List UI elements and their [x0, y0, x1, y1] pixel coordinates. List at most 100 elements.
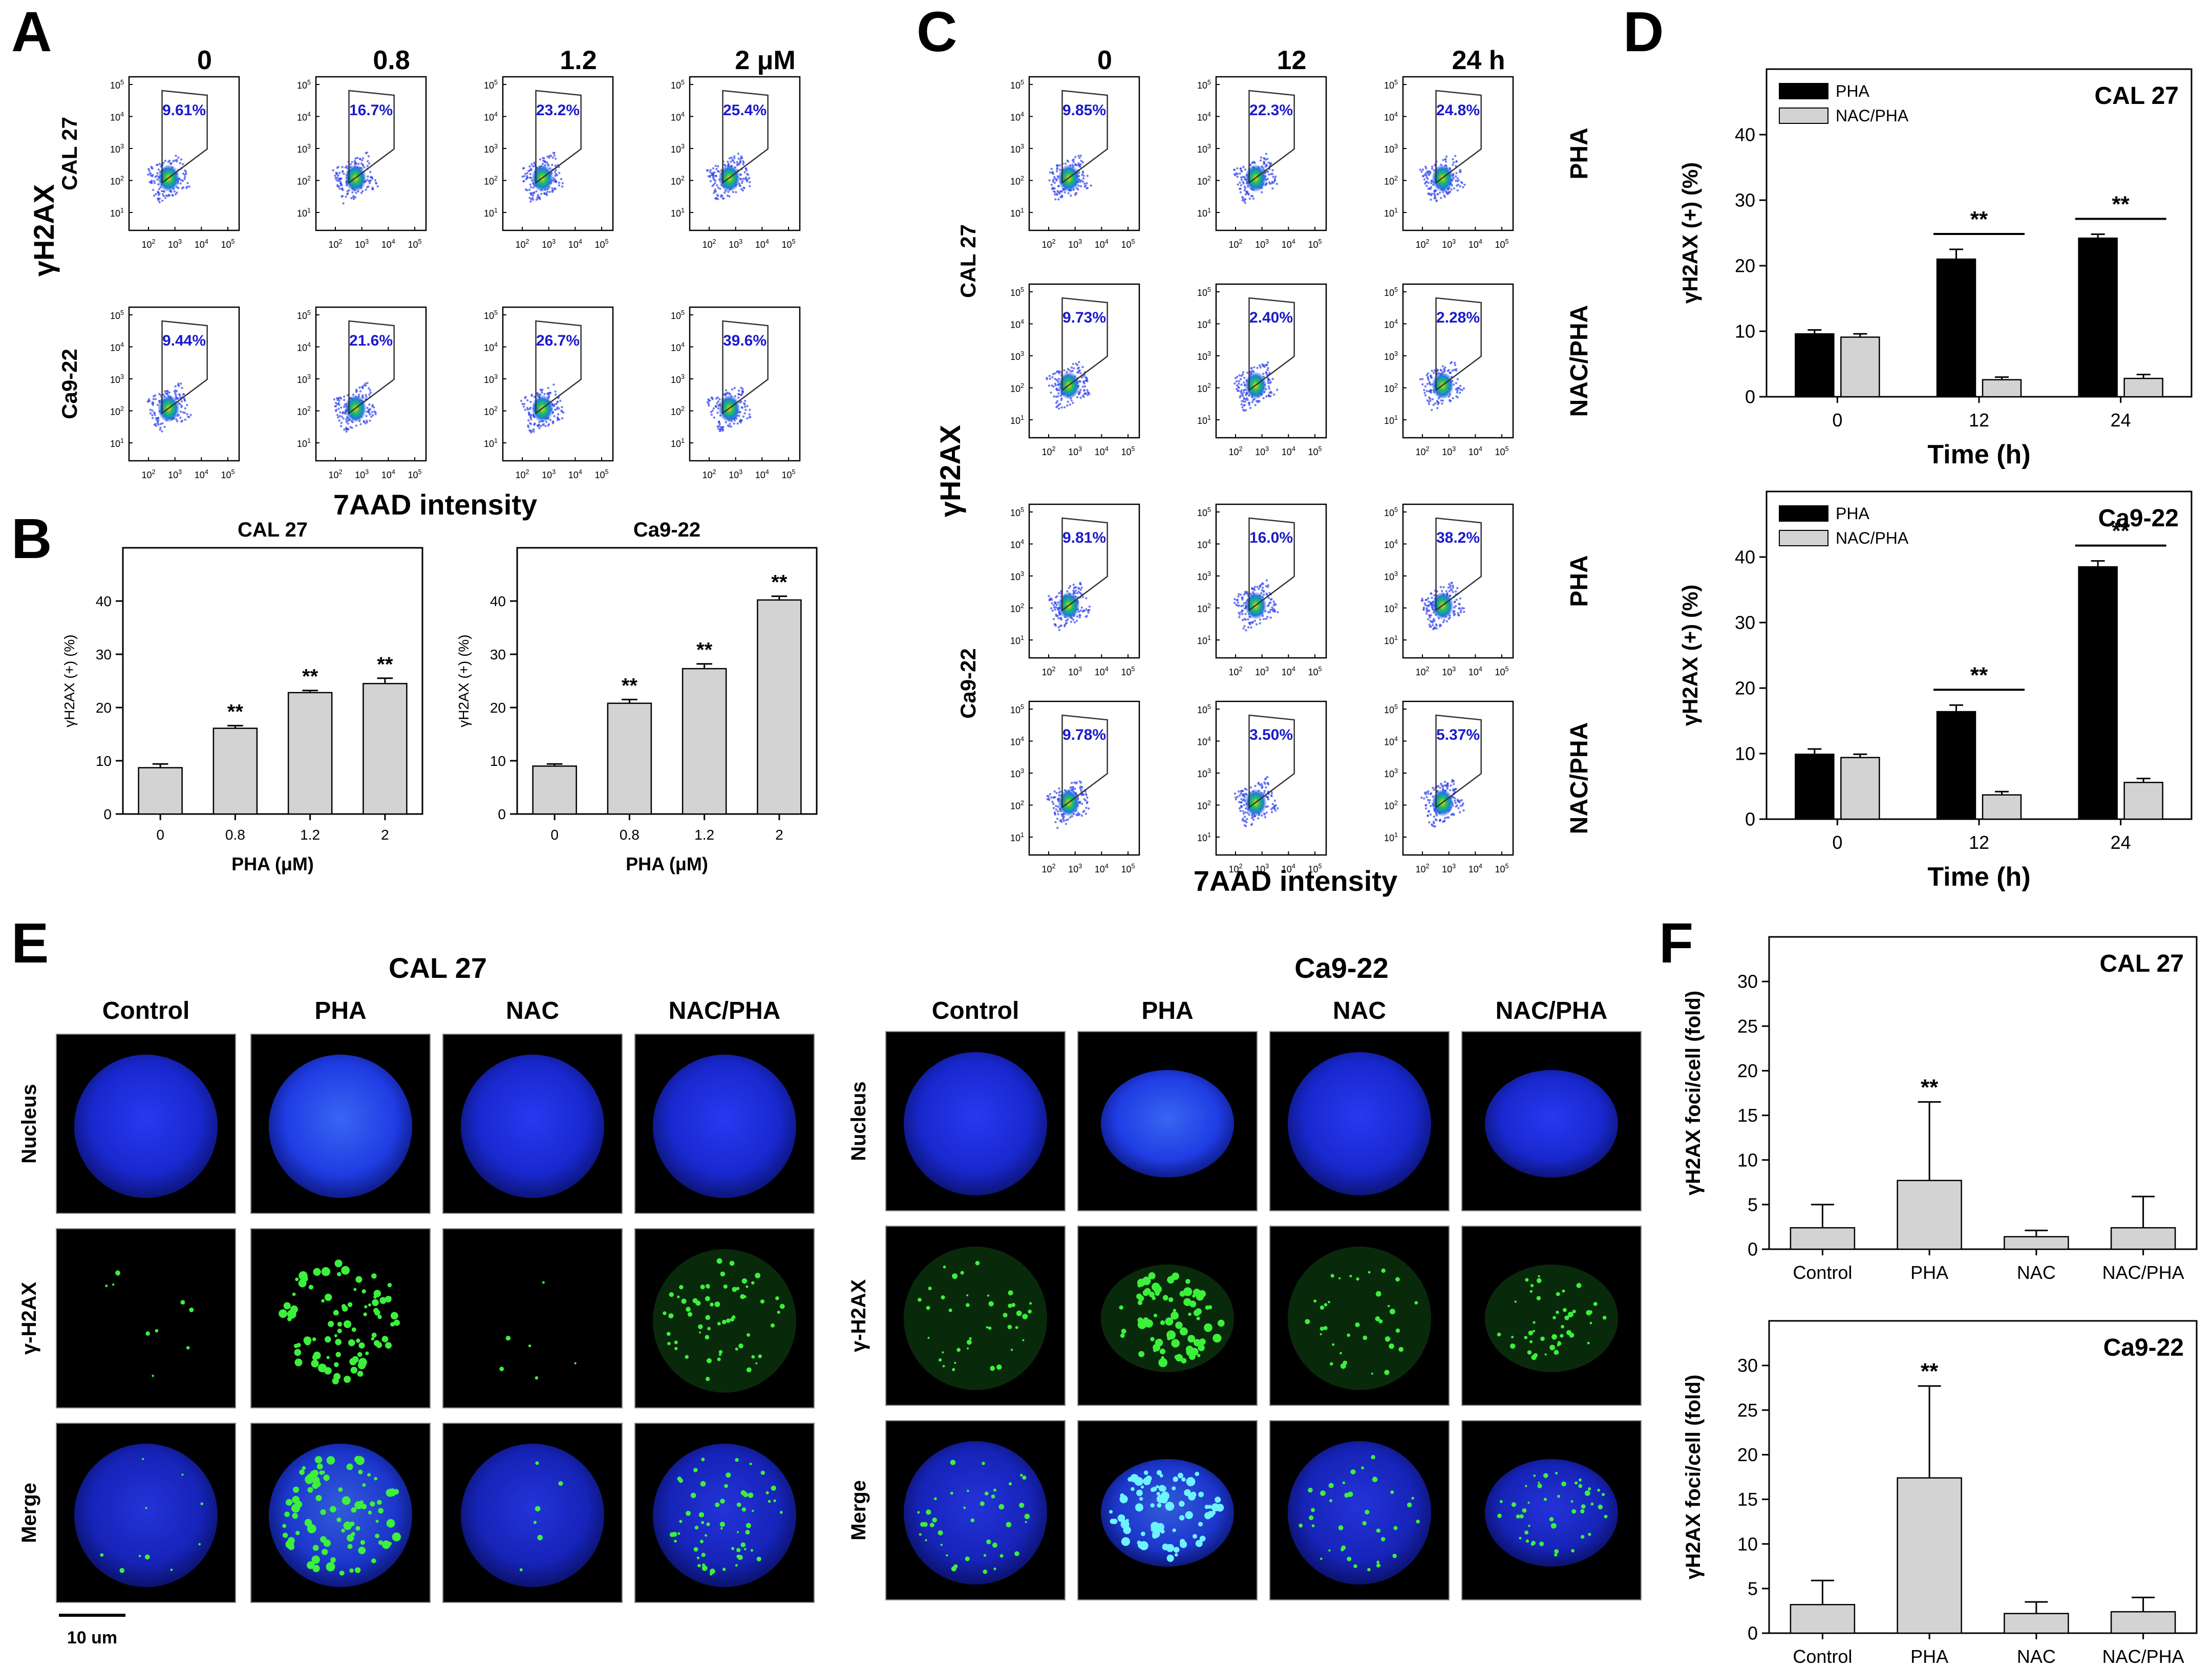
panel-c-plot-event — [1456, 177, 1459, 180]
panel-c-plot-event — [1440, 369, 1442, 372]
panel-c-plot-event — [1052, 618, 1055, 620]
panel-a-plot-y-tick: 104 — [484, 341, 498, 353]
panel-a-plot-event — [364, 384, 367, 387]
panel-a-plot-event — [710, 411, 712, 413]
panel-a-plot-y-tick: 103 — [110, 373, 124, 385]
panel-c-plot-event — [1261, 582, 1264, 585]
h2ax-focus — [700, 1285, 705, 1290]
h2ax-focus — [333, 1310, 339, 1316]
panel-c-plot-x-tick: 103 — [1068, 238, 1082, 250]
h2ax-focus — [998, 1504, 1005, 1510]
panel-a-plot-event — [522, 167, 524, 170]
panel-c-plot-event — [1083, 182, 1086, 185]
panel-c-plot-event — [1442, 368, 1445, 371]
panel-c-plot-event — [1082, 395, 1085, 398]
panel-a-plot-event — [530, 429, 533, 432]
panel-c-plot-event — [1424, 807, 1428, 810]
panel-c-plot-event — [1246, 190, 1249, 193]
panel-c-plot-event — [1072, 786, 1075, 788]
panel-c-plot-event — [1244, 613, 1247, 615]
h2ax-focus — [371, 1558, 376, 1564]
panel-a-plot-event — [544, 192, 547, 195]
panel-a-plot-event — [174, 193, 177, 196]
h2ax-focus — [1019, 1503, 1025, 1508]
y-tick-label: 10 — [1737, 1149, 1758, 1170]
h2ax-focus — [1549, 1517, 1554, 1522]
h2ax-focus — [735, 1347, 738, 1351]
h2ax-focus — [698, 1331, 701, 1334]
panel-c-plot-x-tick: 103 — [1068, 445, 1082, 457]
panel-a-plot-x-tick: 104 — [195, 468, 208, 480]
panel-c-plot-x-tick: 103 — [1255, 863, 1269, 874]
x-tick-label: Control — [1793, 1262, 1852, 1283]
panel-a-plot-event — [179, 410, 182, 413]
panel-c-plot-event — [1072, 589, 1075, 592]
panel-c-plot-y-tick: 104 — [1010, 538, 1024, 550]
y-axis-label: γH2AX (+) (%) — [61, 634, 77, 727]
panel-a-plot-event — [742, 163, 745, 166]
panel-a-plot-frame — [128, 306, 240, 462]
h2ax-focus — [330, 1506, 336, 1513]
y-tick-label: 30 — [1737, 971, 1758, 992]
panel-c-plot-gate-percent: 9.81% — [1062, 529, 1106, 546]
panel-c-plot-y-tick: 101 — [1384, 207, 1398, 219]
panel-c-plot-event — [1259, 159, 1262, 162]
panel-c-plot-event — [1460, 181, 1463, 183]
panel-a-plot-event — [713, 191, 715, 195]
panel-c-plot-event — [1447, 782, 1449, 785]
h2ax-focus — [1329, 1499, 1333, 1503]
panel-c-plot-event — [1085, 608, 1088, 611]
h2ax-focus — [1353, 1564, 1357, 1568]
h2ax-focus — [1330, 1274, 1334, 1278]
panel-c-plot-event — [1238, 616, 1241, 618]
panel-a-plot-event — [718, 423, 721, 425]
panel-c-plot-event — [1076, 615, 1079, 618]
h2ax-focus — [1185, 1279, 1190, 1284]
panel-a-plot-y-tick: 102 — [297, 405, 311, 417]
panel-a-plot-event — [373, 406, 375, 409]
panel-c-plot-event — [1056, 395, 1059, 398]
h2ax-focus — [692, 1298, 698, 1303]
panel-a-column-header: 0.8 — [373, 46, 410, 75]
panel-a-plot-event — [184, 418, 187, 421]
h2ax-focus — [1166, 1544, 1175, 1552]
h2ax-focus — [304, 1518, 312, 1527]
y-tick-label: 30 — [96, 647, 112, 662]
h2ax-focus — [385, 1296, 392, 1303]
h2ax-focus — [1196, 1293, 1204, 1301]
h2ax-focus — [715, 1502, 720, 1507]
x-tick-label: 2 — [775, 827, 783, 843]
panel-c-plot-event — [1055, 606, 1057, 608]
panel-a-plot-y-tick: 105 — [671, 309, 685, 321]
panel-a-plot-gate — [535, 90, 582, 184]
h2ax-focus — [302, 1466, 306, 1470]
panel-a-plot-event — [165, 194, 167, 197]
h2ax-focus — [1179, 1515, 1185, 1521]
panel-a-plot-event — [154, 394, 157, 397]
h2ax-focus — [1142, 1276, 1151, 1286]
panel-c-plot-event — [1439, 786, 1441, 789]
h2ax-focus — [1207, 1511, 1214, 1518]
panel-a-plot-event — [185, 173, 187, 175]
panel-c-plot-x-tick: 102 — [1415, 666, 1429, 677]
h2ax-focus — [299, 1271, 308, 1280]
panel-a-plot-event — [174, 159, 176, 162]
panel-a-plot-y-tick: 102 — [484, 405, 498, 417]
panel-a-plot-event — [353, 160, 356, 162]
panel-a-plot-event — [179, 416, 182, 419]
h2ax-focus — [704, 1534, 707, 1537]
panel-c-plot-event — [1456, 587, 1459, 589]
h2ax-focus — [337, 1329, 342, 1334]
panel-c-plot-x-tick: 105 — [1308, 666, 1322, 677]
panel-c-plot-event — [1256, 586, 1259, 588]
h2ax-focus — [1525, 1539, 1529, 1543]
h2ax-focus — [1525, 1278, 1529, 1282]
panel-a-plot-x-tick: 103 — [355, 468, 369, 480]
h2ax-focus — [334, 1259, 343, 1268]
panel-c-plot-event — [1244, 787, 1246, 790]
panel-c-plot-event — [1269, 609, 1272, 611]
h2ax-focus — [1529, 1290, 1533, 1293]
panel-c-plot-event — [1242, 818, 1244, 820]
panel-c-plot-event — [1237, 183, 1239, 186]
panel-c-plot-event — [1432, 372, 1435, 374]
